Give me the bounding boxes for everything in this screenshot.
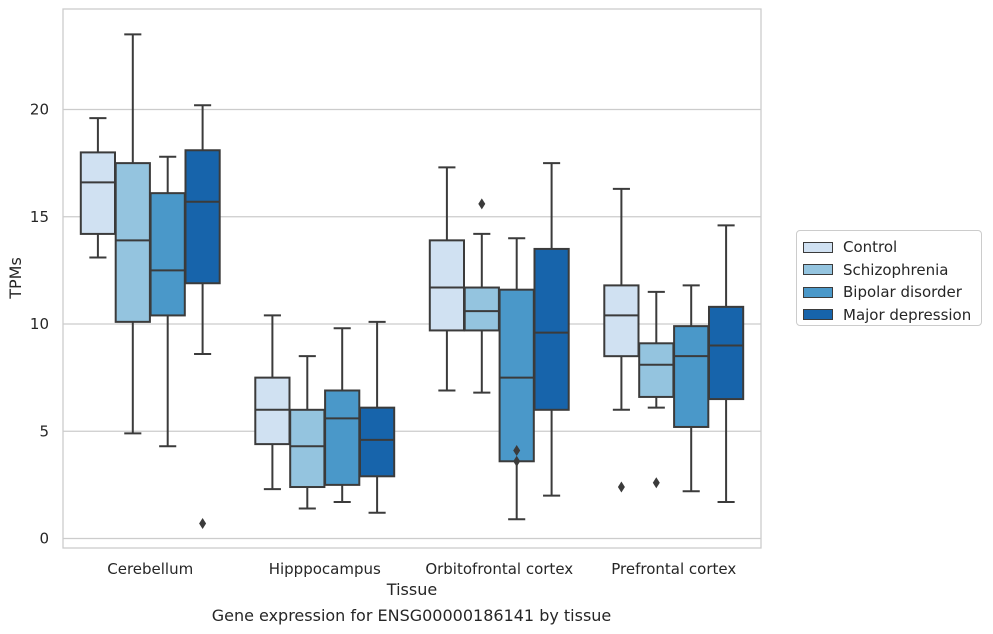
iqr-box-prefrontal-cortex-major-depression: [707, 305, 745, 401]
iqr-box-hipppocampus-control: [254, 376, 291, 446]
box-orbitofrontal-cortex-control: [428, 166, 466, 392]
iqr-box-orbitofrontal-cortex-major-depression: [533, 247, 570, 411]
x-tick-label-orbitofrontal-cortex: Orbitofrontal cortex: [425, 560, 573, 578]
legend-item-schizophrenia: Schizophrenia: [803, 259, 981, 282]
y-tick-label-0: 0: [39, 530, 49, 548]
legend-item-bipolar-disorder: Bipolar disorder: [803, 281, 981, 304]
box-prefrontal-cortex-bipolar-disorder: [673, 284, 710, 493]
y-tick-label-20: 20: [30, 101, 49, 119]
y-tick-label-5: 5: [39, 422, 49, 440]
legend-label-major-depression: Major depression: [843, 305, 972, 324]
outlier-orbitofrontal-cortex-bipolar-disorder-1: [513, 455, 521, 467]
plot-frame: [62, 8, 762, 549]
iqr-box-prefrontal-cortex-control: [603, 284, 640, 358]
outlier-orbitofrontal-cortex-bipolar-disorder-0: [513, 445, 521, 457]
x-tick-label-prefrontal-cortex: Prefrontal cortex: [611, 560, 736, 578]
box-cerebellum-major-depression: [184, 104, 221, 529]
x-axis-ticks: Cerebellum Hipppocampus Orbitofrontal cort…: [107, 560, 736, 578]
y-tick-label-10: 10: [30, 315, 49, 333]
legend-label-schizophrenia: Schizophrenia: [843, 260, 949, 279]
y-tick-label-15: 15: [30, 208, 49, 226]
iqr-box-hipppocampus-schizophrenia: [289, 408, 326, 489]
outlier-orbitofrontal-cortex-schizophrenia-0: [478, 198, 486, 210]
legend-swatch-schizophrenia: [803, 264, 833, 276]
legend: Control Schizophrenia Bipolar disorder M…: [796, 230, 982, 326]
box-cerebellum-schizophrenia: [114, 33, 151, 435]
outlier-prefrontal-cortex-schizophrenia-0: [652, 477, 660, 489]
iqr-box-cerebellum-major-depression: [184, 149, 221, 285]
iqr-box-orbitofrontal-cortex-bipolar-disorder: [498, 288, 535, 463]
box-cerebellum-control: [79, 117, 117, 259]
box-orbitofrontal-cortex-major-depression: [533, 162, 570, 497]
box-plot-series: [79, 33, 745, 529]
iqr-box-orbitofrontal-cortex-control: [428, 239, 466, 332]
legend-item-major-depression: Major depression: [803, 304, 981, 327]
x-axis-label: Tissue: [386, 580, 437, 599]
iqr-box-prefrontal-cortex-schizophrenia: [638, 342, 675, 398]
legend-swatch-control: [803, 241, 833, 253]
iqr-box-prefrontal-cortex-bipolar-disorder: [673, 325, 710, 428]
box-orbitofrontal-cortex-schizophrenia: [463, 198, 500, 394]
legend-swatch-major-depression: [803, 309, 833, 321]
legend-swatch-bipolar-disorder: [803, 286, 833, 298]
legend-label-control: Control: [843, 238, 898, 257]
box-prefrontal-cortex-major-depression: [707, 224, 745, 504]
iqr-box-hipppocampus-major-depression: [358, 406, 396, 478]
iqr-box-cerebellum-control: [79, 151, 117, 235]
box-orbitofrontal-cortex-bipolar-disorder: [498, 237, 535, 521]
legend-label-bipolar-disorder: Bipolar disorder: [843, 283, 962, 302]
x-tick-label-cerebellum: Cerebellum: [107, 560, 193, 578]
x-tick-label-hipppocampus: Hipppocampus: [269, 560, 381, 578]
box-prefrontal-cortex-control: [603, 187, 640, 493]
box-hipppocampus-schizophrenia: [289, 355, 326, 510]
box-hipppocampus-major-depression: [358, 320, 396, 514]
box-hipppocampus-control: [254, 314, 291, 491]
iqr-box-cerebellum-bipolar-disorder: [149, 192, 186, 317]
y-axis-ticks: 0 5 10 15 20: [30, 101, 49, 548]
iqr-box-orbitofrontal-cortex-schizophrenia: [463, 286, 500, 332]
iqr-box-hipppocampus-bipolar-disorder: [324, 389, 361, 486]
legend-item-control: Control: [803, 236, 981, 259]
box-cerebellum-bipolar-disorder: [149, 155, 186, 448]
box-prefrontal-cortex-schizophrenia: [638, 290, 675, 489]
box-hipppocampus-bipolar-disorder: [324, 327, 361, 504]
outlier-cerebellum-major-depression-0: [199, 517, 207, 529]
chart-caption: Gene expression for ENSG00000186141 by t…: [211, 606, 612, 625]
y-axis-label: TPMs: [6, 257, 25, 300]
outlier-prefrontal-cortex-control-0: [617, 481, 625, 493]
iqr-box-cerebellum-schizophrenia: [114, 162, 151, 323]
